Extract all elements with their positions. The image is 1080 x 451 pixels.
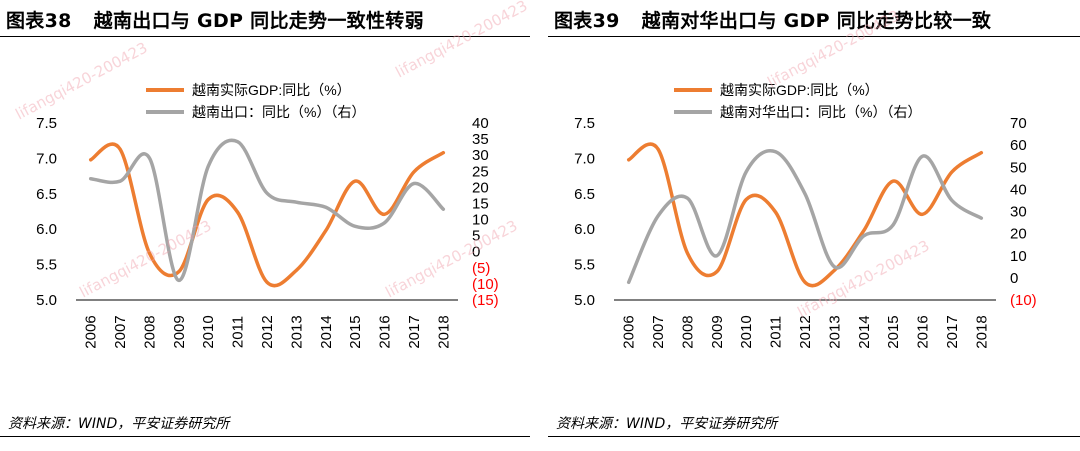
x-axis-tick: 2014 — [318, 315, 335, 348]
left-axis-tick: 5.0 — [36, 292, 57, 309]
x-axis-tick: 2006 — [83, 315, 100, 348]
legend-label-export-2: 越南对华出口：同比（%）（右） — [720, 104, 921, 120]
top-rule-1 — [0, 36, 530, 37]
x-axis-tick: 2016 — [377, 315, 394, 348]
right-axis-tick: 0 — [1010, 270, 1018, 287]
left-axis-tick: 6.5 — [36, 186, 57, 203]
source-note-1: 资料来源：WIND，平安证券研究所 — [8, 416, 230, 432]
right-axis-tick: 40 — [472, 115, 489, 132]
x-axis-tick: 2017 — [406, 315, 423, 348]
right-axis-tick: 0 — [472, 244, 480, 261]
left-axis-tick: 5.5 — [36, 257, 57, 274]
x-axis-tick: 2017 — [944, 315, 961, 348]
source-note-2: 资料来源：WIND，平安证券研究所 — [556, 416, 778, 432]
x-axis-tick: 2007 — [650, 315, 667, 348]
x-axis-tick: 2009 — [171, 315, 188, 348]
chart-title-1: 图表38 越南出口与 GDP 同比走势一致性转弱 — [6, 6, 424, 33]
right-axis-tick: 35 — [472, 131, 489, 148]
right-axis-tick: 30 — [472, 147, 489, 164]
left-axis-tick: 7.0 — [36, 150, 57, 167]
x-axis-tick: 2016 — [915, 315, 932, 348]
left-axis-tick: 6.0 — [574, 221, 595, 238]
legend-label-export-1: 越南出口：同比（%）（右） — [192, 104, 365, 120]
x-axis-tick: 2012 — [259, 315, 276, 348]
left-axis-tick: 7.0 — [574, 150, 595, 167]
left-axis-tick: 6.5 — [574, 186, 595, 203]
right-axis-tick: 15 — [472, 195, 489, 212]
left-axis-tick: 7.5 — [574, 115, 595, 132]
x-axis-tick: 2013 — [826, 315, 843, 348]
x-axis-tick: 2014 — [856, 315, 873, 348]
x-axis-tick: 2006 — [621, 315, 638, 348]
right-axis-tick: (15) — [472, 292, 499, 309]
title-text-2: 越南对华出口与 GDP 同比走势比较一致 — [641, 10, 992, 32]
left-axis-tick: 6.0 — [36, 221, 57, 238]
right-axis-tick: 20 — [472, 179, 489, 196]
x-axis-tick: 2015 — [347, 315, 364, 348]
legend-label-gdp-2: 越南实际GDP:同比（%） — [720, 82, 879, 98]
series-line-export — [626, 149, 984, 285]
x-axis-tick: 2018 — [435, 315, 452, 348]
chart-panel-2: 图表39 越南对华出口与 GDP 同比走势比较一致 越南实际GDP:同比（%） 越… — [548, 0, 1080, 451]
right-axis-tick: 20 — [1010, 226, 1027, 243]
title-text-1: 越南出口与 GDP 同比走势一致性转弱 — [93, 10, 424, 32]
right-axis-tick: 10 — [1010, 248, 1027, 265]
right-axis-tick: 5 — [472, 228, 480, 245]
chart-title-2: 图表39 越南对华出口与 GDP 同比走势比较一致 — [554, 6, 991, 33]
left-axis-tick: 7.5 — [36, 115, 57, 132]
line-chart-2: 越南实际GDP:同比（%） 越南对华出口：同比（%）（右） 7.5 7.0 6.5 6… — [574, 82, 1037, 349]
figure-number-2: 图表39 — [554, 10, 620, 32]
line-chart-1: 越南实际GDP:同比（%） 越南出口：同比（%）（右） 7.5 7.0 6.5 6.0… — [36, 82, 499, 349]
x-axis-tick: 2010 — [738, 315, 755, 348]
right-axis-tick: 70 — [1010, 115, 1027, 132]
series-line-gdp — [626, 142, 984, 288]
x-axis-tick: 2009 — [709, 315, 726, 348]
x-axis-tick: 2018 — [973, 315, 990, 348]
bottom-rule-1 — [0, 436, 530, 437]
x-axis-tick: 2008 — [142, 315, 159, 348]
right-axis-tick: (10) — [1010, 292, 1037, 309]
chart-panel-1: 图表38 越南出口与 GDP 同比走势一致性转弱 越南实际GDP:同比（%） 越南… — [0, 0, 530, 451]
series-line-export — [88, 138, 446, 283]
left-axis-tick: 5.5 — [574, 257, 595, 274]
x-axis-tick: 2015 — [885, 315, 902, 348]
right-axis-tick: 30 — [1010, 204, 1027, 221]
x-axis-tick: 2013 — [288, 315, 305, 348]
right-axis-tick: 10 — [472, 212, 489, 229]
x-axis-tick: 2011 — [230, 316, 247, 348]
x-axis-tick: 2012 — [797, 315, 814, 348]
right-axis-tick: 50 — [1010, 159, 1027, 176]
legend-label-gdp-1: 越南实际GDP:同比（%） — [192, 82, 351, 98]
left-axis-tick: 5.0 — [574, 292, 595, 309]
x-axis-tick: 2011 — [768, 316, 785, 348]
right-axis-tick: (5) — [472, 260, 490, 277]
x-axis-tick: 2010 — [200, 315, 217, 348]
x-axis-tick: 2008 — [680, 315, 697, 348]
series-line-gdp — [88, 142, 446, 288]
bottom-rule-2 — [548, 436, 1080, 437]
x-axis-tick: 2007 — [112, 315, 129, 348]
right-axis-tick: 25 — [472, 163, 489, 180]
figure-number-1: 图表38 — [6, 10, 72, 32]
top-rule-2 — [548, 36, 1080, 37]
right-axis-tick: 60 — [1010, 137, 1027, 154]
right-axis-tick: 40 — [1010, 181, 1027, 198]
right-axis-tick: (10) — [472, 276, 499, 293]
